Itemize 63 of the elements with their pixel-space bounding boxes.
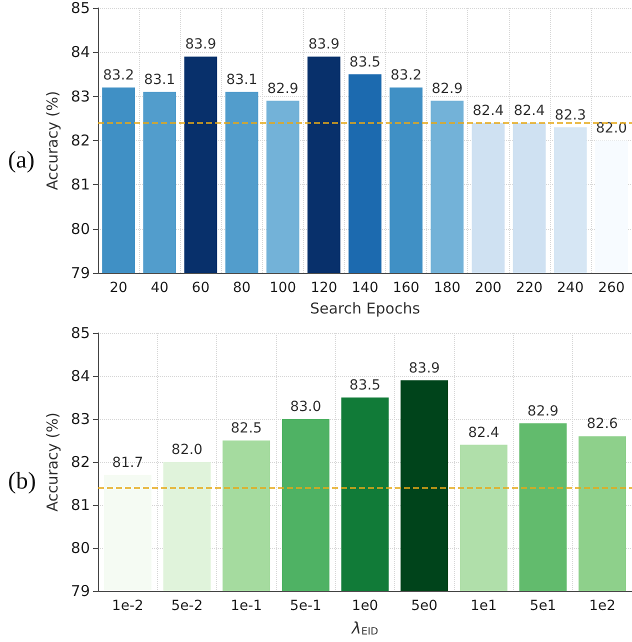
x-tick-label: 1e0 — [352, 598, 378, 614]
y-tick-label: 79 — [70, 264, 90, 282]
data-label: 82.9 — [267, 80, 298, 97]
data-label: 83.9 — [308, 36, 340, 53]
y-tick-label: 84 — [70, 367, 90, 385]
data-label: 83.2 — [390, 68, 422, 84]
x-tick-label: 1e-2 — [112, 598, 144, 614]
y-tick-label: 81 — [70, 496, 90, 514]
data-label: 83.5 — [349, 378, 381, 394]
data-label: 82.0 — [171, 442, 203, 458]
y-tick-label: 80 — [70, 539, 90, 557]
y-tick-label: 85 — [70, 324, 90, 342]
y-tick-label: 79 — [70, 582, 90, 600]
y-tick-label: 80 — [70, 220, 90, 238]
data-label: 83.2 — [102, 68, 134, 84]
x-tick-label: 240 — [557, 280, 584, 296]
y-tick-label: 82 — [70, 453, 90, 471]
data-label: 82.4 — [472, 102, 504, 119]
data-label: 83.1 — [226, 72, 258, 88]
text: (b) — [8, 468, 36, 494]
x-tick-label: 5e-2 — [171, 598, 203, 614]
x-tick-label: 1e1 — [470, 598, 497, 614]
y-axis-title: Accuracy (%) — [44, 90, 62, 190]
x-tick-label: 60 — [192, 280, 210, 296]
x-axis-title: Search Epochs — [310, 300, 420, 318]
data-label: 83.5 — [349, 54, 381, 70]
x-tick-label: 40 — [150, 280, 169, 296]
data-label: 82.5 — [230, 420, 262, 436]
y-tick-label: 85 — [70, 0, 90, 17]
x-tick-label: 160 — [392, 280, 420, 296]
x-tick-label: 140 — [352, 280, 378, 296]
data-label: 82.9 — [432, 80, 463, 97]
y-tick-label: 83 — [70, 87, 90, 106]
x-tick-label: 1e-1 — [230, 598, 262, 614]
data-label: 82.6 — [586, 416, 618, 432]
x-tick-label: 260 — [598, 280, 625, 296]
x-tick-label: 100 — [269, 280, 296, 296]
y-tick-label: 83 — [70, 410, 90, 428]
data-label: 82.4 — [514, 102, 545, 119]
data-label: 83.9 — [185, 36, 216, 53]
x-tick-label: 220 — [516, 280, 543, 296]
x-tick-label: 200 — [474, 280, 502, 296]
y-tick-label: 82 — [70, 132, 90, 150]
x-tick-label: 180 — [434, 280, 461, 296]
data-label: 81.7 — [112, 454, 144, 471]
x-axis-title: λEID — [350, 618, 379, 638]
x-tick-label: 5e1 — [530, 598, 556, 614]
text: (a) — [8, 148, 35, 174]
y-axis-title: Accuracy (%) — [44, 412, 62, 512]
data-label: 82.9 — [527, 403, 559, 420]
x-tick-label: 120 — [310, 280, 338, 296]
data-label: 83.0 — [290, 399, 322, 415]
x-tick-label: 20 — [110, 280, 128, 296]
x-tick-label: 1e2 — [589, 598, 616, 614]
data-label: 83.9 — [408, 360, 440, 376]
x-tick-label: 5e-1 — [290, 598, 322, 614]
data-label: 82.4 — [468, 424, 500, 441]
x-tick-label: 5e0 — [411, 598, 438, 614]
x-tick-label: 80 — [232, 280, 251, 296]
data-label: 83.1 — [144, 72, 176, 88]
y-tick-label: 81 — [70, 176, 90, 194]
y-tick-label: 84 — [70, 43, 90, 62]
data-label: 82.3 — [554, 107, 586, 124]
